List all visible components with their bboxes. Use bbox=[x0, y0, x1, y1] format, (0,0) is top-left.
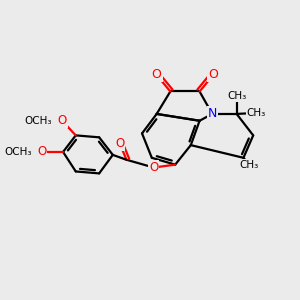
Text: OCH₃: OCH₃ bbox=[4, 147, 32, 157]
Text: CH₃: CH₃ bbox=[240, 160, 259, 170]
Text: CH₃: CH₃ bbox=[227, 92, 246, 101]
Text: CH₃: CH₃ bbox=[247, 108, 266, 118]
Text: O: O bbox=[37, 146, 46, 158]
Text: O: O bbox=[208, 68, 218, 81]
Text: O: O bbox=[152, 68, 162, 81]
Text: N: N bbox=[208, 107, 217, 120]
Text: O: O bbox=[58, 114, 67, 127]
Text: OCH₃: OCH₃ bbox=[25, 116, 52, 126]
Text: O: O bbox=[149, 161, 158, 174]
Text: O: O bbox=[115, 137, 124, 150]
